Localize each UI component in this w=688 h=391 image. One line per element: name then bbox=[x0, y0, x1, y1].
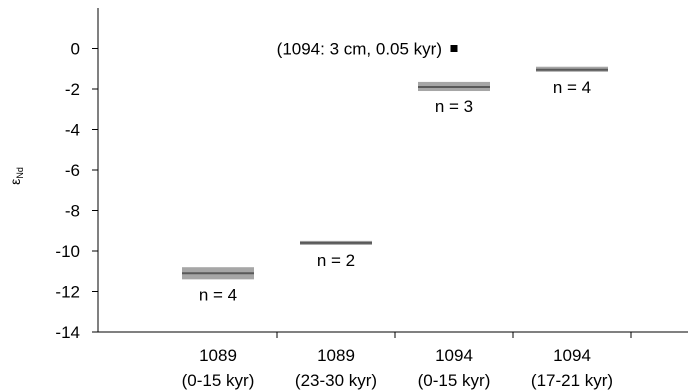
x-tick-labels: 1089 (0-15 kyr) 1089 (23-30 kyr) 1094 (0-15 k… bbox=[182, 332, 632, 390]
x-tick-label-site: 1094 bbox=[435, 346, 473, 365]
single-point-marker bbox=[450, 45, 458, 52]
y-tick-label: 0 bbox=[71, 40, 80, 59]
n-label: n = 3 bbox=[435, 97, 473, 116]
x-tick-label-age: (23-30 kyr) bbox=[295, 371, 377, 390]
y-tick-label: -6 bbox=[65, 161, 80, 180]
y-tick-label: -10 bbox=[55, 242, 80, 261]
y-ticks: 0 -2 -4 -6 -8 -10 -12 -14 bbox=[55, 40, 98, 342]
y-tick-label: -2 bbox=[65, 80, 80, 99]
y-tick-label: -4 bbox=[65, 121, 80, 140]
y-tick-label: -12 bbox=[55, 283, 80, 302]
annotations: n = 4 n = 2 n = 3 n = 4 (1094: 3 cm, 0.05 ky… bbox=[199, 40, 591, 305]
y-axis-label: εNd bbox=[7, 167, 25, 185]
single-point-label: (1094: 3 cm, 0.05 kyr) bbox=[277, 40, 442, 59]
n-label: n = 4 bbox=[199, 285, 237, 304]
x-tick-label-age: (0-15 kyr) bbox=[182, 371, 255, 390]
x-tick-label-age: (17-21 kyr) bbox=[531, 371, 613, 390]
x-tick-label-site: 1089 bbox=[317, 346, 355, 365]
n-label: n = 4 bbox=[553, 78, 591, 97]
y-tick-label: -8 bbox=[65, 202, 80, 221]
x-tick-label-site: 1094 bbox=[553, 346, 591, 365]
group-bands bbox=[182, 66, 608, 280]
y-tick-label: -14 bbox=[55, 323, 80, 342]
x-tick-label-site: 1089 bbox=[199, 346, 237, 365]
x-tick-label-age: (0-15 kyr) bbox=[418, 371, 491, 390]
n-label: n = 2 bbox=[317, 251, 355, 270]
